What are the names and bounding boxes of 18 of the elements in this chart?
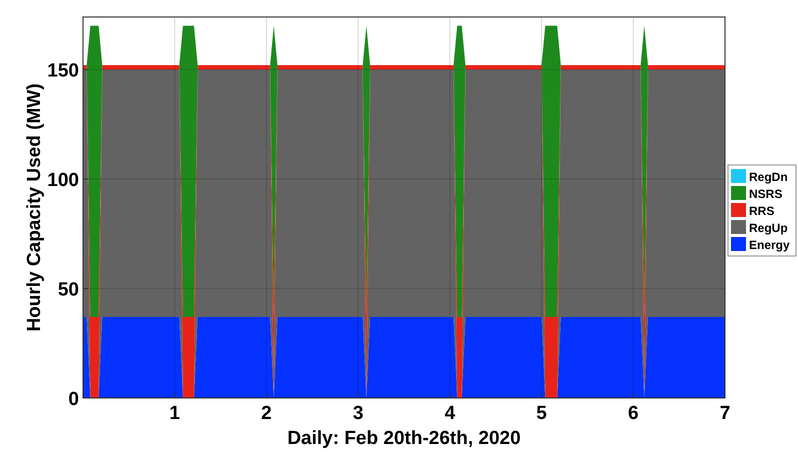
x-tick-label: 7 bbox=[720, 403, 730, 424]
legend-label: Energy bbox=[749, 238, 790, 252]
x-tick-label: 4 bbox=[444, 403, 456, 424]
legend-label: RegDn bbox=[749, 170, 788, 184]
x-tick-label: 6 bbox=[628, 403, 639, 424]
legend-label: NSRS bbox=[749, 187, 782, 201]
legend-label: RegUp bbox=[749, 221, 788, 235]
x-tick-label: 1 bbox=[169, 403, 180, 424]
y-tick-label: 100 bbox=[47, 170, 79, 192]
x-tick-label: 5 bbox=[536, 403, 548, 424]
y-tick-label: 0 bbox=[68, 389, 79, 410]
legend-label: RRS bbox=[749, 204, 774, 218]
x-tick-label: 3 bbox=[352, 403, 364, 424]
y-tick-label: 50 bbox=[58, 280, 79, 301]
x-axis-title: Daily: Feb 20th-26th, 2020 bbox=[287, 428, 521, 449]
y-axis-title: Hourly Capacity Used (MW) bbox=[24, 83, 45, 332]
x-tick-label: 2 bbox=[261, 403, 272, 424]
y-tick-label: 150 bbox=[47, 60, 79, 82]
